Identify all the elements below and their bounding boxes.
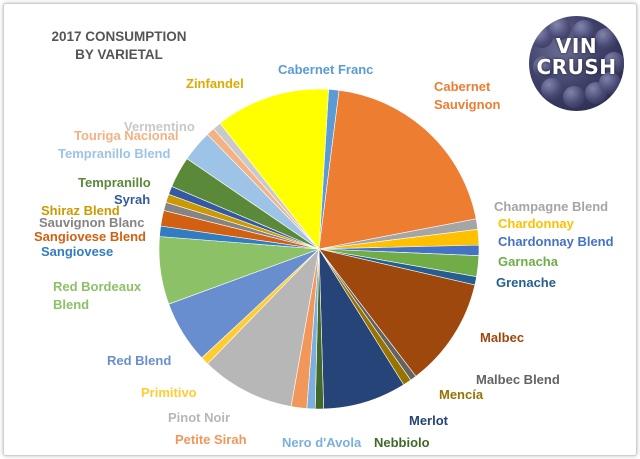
pie-slice-zinfandel <box>219 88 329 250</box>
pie-slice-cabernet-sauvignon <box>318 89 477 250</box>
slice-label-nebbiolo: Nebbiolo <box>374 435 430 450</box>
slice-label-chardonnay: Chardonnay <box>498 216 575 231</box>
slice-label-chardonnay-blend: Chardonnay Blend <box>498 234 614 249</box>
slice-label-touriga-nacional: Touriga Nacional <box>74 128 179 143</box>
chart-title-line-1: 2017 CONSUMPTION <box>51 29 187 44</box>
slice-label-syrah: Syrah <box>114 192 150 207</box>
slice-label-menc-a: Mencía <box>439 387 484 402</box>
slice-label-sangiovese-blend: Sangiovese Blend <box>34 229 146 244</box>
slice-label-pinot-noir: Pinot Noir <box>168 410 230 425</box>
pie-slice-malbec <box>318 248 476 377</box>
slice-label-malbec: Malbec <box>480 330 524 345</box>
slice-label-petite-sirah: Petite Sirah <box>175 432 247 447</box>
chart-title-line-2: BY VARIETAL <box>75 47 163 62</box>
slice-label-vermentino: Vermentino <box>124 119 195 134</box>
logo-text: VIN CRUSH <box>529 36 624 78</box>
chart-frame: Cabernet Franc Cabernet Sauvignon Champagne… <box>3 3 637 456</box>
slice-label-primitivo: Primitivo <box>141 385 197 400</box>
slice-label-tempranillo-blend: Tempranillo Blend <box>58 146 170 161</box>
slice-labels: Cabernet Franc Cabernet Sauvignon Champagne… <box>34 62 614 450</box>
slice-label-malbec-blend: Malbec Blend <box>476 372 560 387</box>
slice-label-nero-d-avola: Nero d'Avola <box>282 435 362 450</box>
slice-label-zinfandel: Zinfandel <box>186 76 244 91</box>
chart-title: 2017 CONSUMPTION BY VARIETAL <box>34 28 204 64</box>
pie-slice-merlot <box>318 247 405 410</box>
slice-label-champagne-blend: Champagne Blend <box>494 199 608 214</box>
slice-label-sangiovese: Sangiovese <box>41 244 113 259</box>
slice-label-red-bordeaux-blend: Red Bordeaux Blend <box>53 279 142 312</box>
slice-label-merlot: Merlot <box>409 413 449 428</box>
slice-label-tempranillo: Tempranillo <box>78 175 151 190</box>
logo-text-line-2: CRUSH <box>536 55 617 79</box>
vin-crush-logo: VIN CRUSH <box>529 16 624 111</box>
pie-slice-pinot-noir <box>207 248 320 407</box>
slice-label-grenache: Grenache <box>496 275 556 290</box>
slice-label-garnacha: Garnacha <box>498 254 559 269</box>
logo-text-line-1: VIN <box>555 34 598 58</box>
slice-label-shiraz-blend: Shiraz Blend <box>41 203 120 218</box>
slice-label-cabernet-sauvignon: Cabernet Sauvignon <box>434 79 501 112</box>
slice-label-sauvignon-blanc: Sauvignon Blanc <box>39 215 144 230</box>
pie-slices <box>158 88 480 410</box>
slice-label-cabernet-franc: Cabernet Franc <box>278 62 373 77</box>
slice-label-red-blend: Red Blend <box>107 353 171 368</box>
pie-chart: Cabernet Franc Cabernet Sauvignon Champagne… <box>34 62 614 450</box>
